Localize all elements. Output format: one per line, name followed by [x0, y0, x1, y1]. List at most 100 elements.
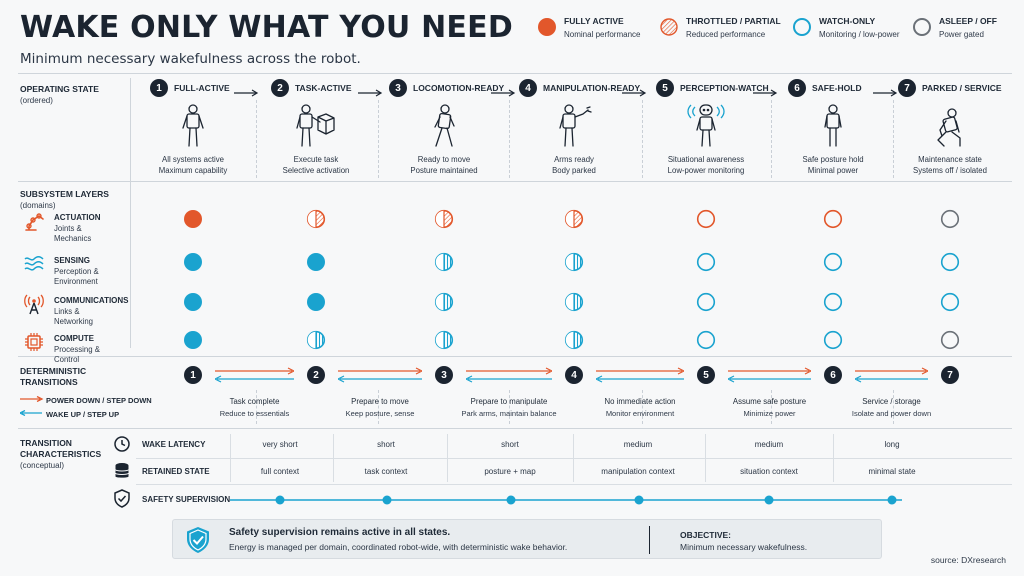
cell-separator	[230, 434, 231, 482]
wake-latency-value: short	[501, 440, 519, 449]
state-arrow-icon	[358, 84, 384, 102]
column-separator	[642, 100, 643, 178]
power-down-arrow-icon	[20, 396, 44, 402]
legend-watch-only: WATCH-ONLY Monitoring / low-power	[793, 16, 899, 39]
transition-arrows	[594, 367, 686, 388]
transition-title: Task complete	[229, 397, 280, 406]
layer-state-full-dot	[183, 252, 203, 277]
summary-box: Safety supervision remains active in all…	[172, 519, 882, 559]
state-desc-line-1: Situational awareness	[667, 155, 745, 164]
robot-arm-raised-icon	[555, 104, 593, 153]
robot-arm-icon	[22, 209, 46, 238]
state-header-2: 2 TASK-ACTIVE	[271, 79, 352, 97]
legend-title: THROTTLED / PARTIAL	[686, 16, 781, 26]
column-separator	[256, 390, 257, 424]
transition-arrows	[213, 367, 296, 388]
layer-state-ring-dot	[696, 209, 716, 234]
transition-title: Assume safe posture	[732, 397, 807, 406]
state-header-7: 7 PARKED / SERVICE	[898, 79, 1002, 97]
layer-state-ring-dot	[940, 292, 960, 317]
layer-state-ring-dot	[823, 292, 843, 317]
power-down-label: POWER DOWN / STEP DOWN	[46, 396, 152, 405]
retained-state-value: posture + map	[484, 467, 536, 476]
transition-title: Prepare to move	[351, 397, 409, 406]
state-description: Execute task Selective activation	[252, 154, 380, 176]
layer-state-hatched-dot	[564, 209, 584, 234]
off-dot-icon	[913, 18, 931, 36]
layer-state-hatched-dot	[564, 252, 584, 277]
transition-sub: Park arms, maintain balance	[461, 409, 557, 418]
wake-latency-value: very short	[262, 440, 298, 449]
transition-title: No immediate action	[604, 397, 676, 406]
divider	[18, 181, 1012, 182]
transition-state-badge: 4	[565, 366, 583, 384]
summary-title: Safety supervision remains active in all…	[229, 527, 451, 538]
safety-node	[764, 495, 774, 505]
legend-throttled: THROTTLED / PARTIAL Reduced performance	[660, 16, 781, 39]
layer-state-off-dot	[940, 330, 960, 355]
state-description: Maintenance state Systems off / isolated	[886, 154, 1014, 176]
operating-state-sub: (ordered)	[20, 96, 53, 105]
layer-state-full-dot	[183, 330, 203, 355]
subsystem-layers-label: SUBSYSTEM LAYERS	[20, 189, 109, 199]
state-description: Safe posture hold Minimal power	[769, 154, 897, 176]
state-name: SAFE-HOLD	[812, 83, 862, 93]
layer-state-ring-dot	[940, 252, 960, 277]
characteristics-label-2: CHARACTERISTICS	[20, 449, 102, 459]
column-divider	[130, 78, 131, 348]
robot-sensing-icon	[684, 104, 728, 153]
layer-state-hatched-dot	[434, 209, 454, 234]
robot-standing-icon	[178, 104, 208, 153]
transition-sub: Monitor environment	[605, 409, 675, 418]
retained-state-value: full context	[260, 467, 300, 476]
state-desc-line-2: Posture maintained	[410, 166, 478, 175]
column-separator	[893, 100, 894, 178]
safety-node	[506, 495, 516, 505]
layer-state-hatched-dot	[564, 292, 584, 317]
legend-title: ASLEEP / OFF	[939, 16, 997, 26]
robot-kneeling-icon	[930, 104, 970, 153]
state-desc-line-2: Selective activation	[282, 166, 350, 175]
row-divider	[136, 484, 1012, 485]
layer-state-hatched-dot	[434, 292, 454, 317]
state-header-4: 4 MANIPULATION-READY	[519, 79, 640, 97]
layer-state-ring-dot	[696, 292, 716, 317]
layer-state-hatched-dot	[306, 330, 326, 355]
column-separator	[378, 390, 379, 424]
layer-state-ring-dot	[696, 252, 716, 277]
legend-sub: Nominal performance	[564, 30, 641, 39]
state-desc-line-2: Body parked	[552, 166, 596, 175]
layer-state-ring-dot	[823, 252, 843, 277]
transition-state-badge: 3	[435, 366, 453, 384]
state-name: TASK-ACTIVE	[295, 83, 352, 93]
retained-state-value: task context	[364, 467, 408, 476]
safety-node	[275, 495, 285, 505]
wake-latency-value: medium	[754, 440, 784, 449]
layer-state-ring-dot	[823, 209, 843, 234]
layer-state-full-dot	[306, 292, 326, 317]
antenna-icon	[22, 292, 46, 321]
transition-title: Service / storage	[862, 397, 921, 406]
state-arrow-icon	[234, 84, 260, 102]
state-description: All systems active Maximum capability	[129, 154, 257, 176]
state-desc-line-2: Minimal power	[807, 166, 859, 175]
layer-state-full-dot	[306, 252, 326, 277]
layer-sub-1: Processing &	[54, 345, 100, 354]
retained-state-value: manipulation context	[601, 467, 675, 476]
layer-state-full-dot	[183, 292, 203, 317]
state-desc-line-2: Maximum capability	[158, 166, 228, 175]
column-separator	[642, 390, 643, 424]
layer-sub-1: Links &	[54, 307, 80, 316]
column-separator	[256, 100, 257, 178]
state-number-badge: 4	[519, 79, 537, 97]
column-separator	[378, 100, 379, 178]
cell-separator	[573, 434, 574, 482]
layer-state-ring-dot	[823, 330, 843, 355]
wake-latency-value: medium	[623, 440, 653, 449]
full-dot-icon	[538, 18, 556, 36]
state-number-badge: 7	[898, 79, 916, 97]
transition-state-badge: 1	[184, 366, 202, 384]
page-subtitle: Minimum necessary wakefulness across the…	[20, 51, 361, 67]
state-desc-line-2: Low-power monitoring	[667, 166, 745, 175]
transition-sub: Reduce to essentials	[219, 409, 290, 418]
